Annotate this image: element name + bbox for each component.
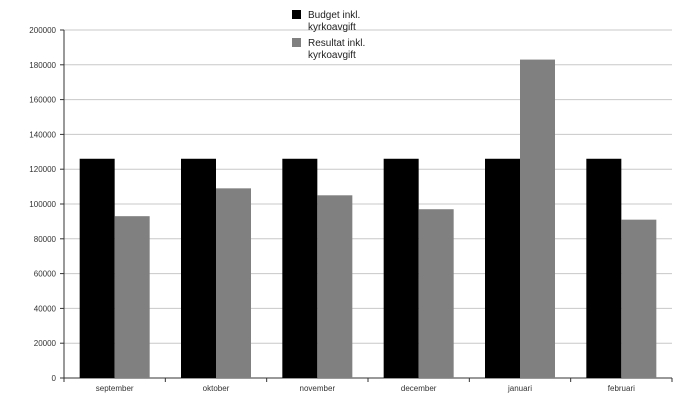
y-tick-label: 120000 <box>29 165 56 174</box>
bar-resultat-september <box>114 216 150 378</box>
legend-swatch-resultat <box>292 38 301 47</box>
y-tick-label: 140000 <box>29 130 56 139</box>
bar-resultat-januari <box>520 59 555 379</box>
bar-resultat-februari <box>621 219 657 378</box>
y-tick-label: 60000 <box>34 270 57 279</box>
bar-resultat-oktober <box>216 188 251 378</box>
y-tick-label: 100000 <box>29 200 56 209</box>
y-tick-label: 80000 <box>34 235 57 244</box>
y-tick-label: 200000 <box>29 26 56 35</box>
x-tick-label: december <box>401 384 437 393</box>
y-tick-labels: 0 20000 40000 60000 80000 100000 120000 140000 1… <box>29 26 56 383</box>
bar-budget-november <box>282 158 318 378</box>
bar-budget-oktober <box>181 158 216 378</box>
y-tick-label: 0 <box>52 374 57 383</box>
bars <box>79 59 657 379</box>
bar-budget-december <box>383 158 419 378</box>
bar-budget-januari <box>485 158 520 378</box>
y-tick-label: 20000 <box>34 339 57 348</box>
y-tick-label: 180000 <box>29 61 56 70</box>
y-tick-label: 160000 <box>29 96 56 105</box>
bar-budget-september <box>79 158 115 378</box>
bar-resultat-november <box>317 195 353 378</box>
bar-resultat-december <box>418 209 454 378</box>
x-tick-label: september <box>96 384 134 393</box>
legend-label-resultat: kyrkoavgift <box>308 50 356 61</box>
legend-swatch-budget <box>292 10 301 19</box>
x-tick-label: januari <box>507 384 532 393</box>
x-tick-label: februari <box>608 384 635 393</box>
bar-budget-februari <box>586 158 622 378</box>
gridlines <box>64 29 672 344</box>
y-tick-label: 40000 <box>34 304 57 313</box>
legend-label-budget: kyrkoavgift <box>308 22 356 33</box>
x-tick-label: oktober <box>203 384 230 393</box>
x-tick-label: november <box>300 384 336 393</box>
x-tick-labels: september oktober november december januari f… <box>96 384 635 393</box>
legend-label-budget: Budget inkl. <box>308 10 360 21</box>
legend-label-resultat: Resultat inkl. <box>308 38 365 49</box>
axes <box>60 29 673 382</box>
